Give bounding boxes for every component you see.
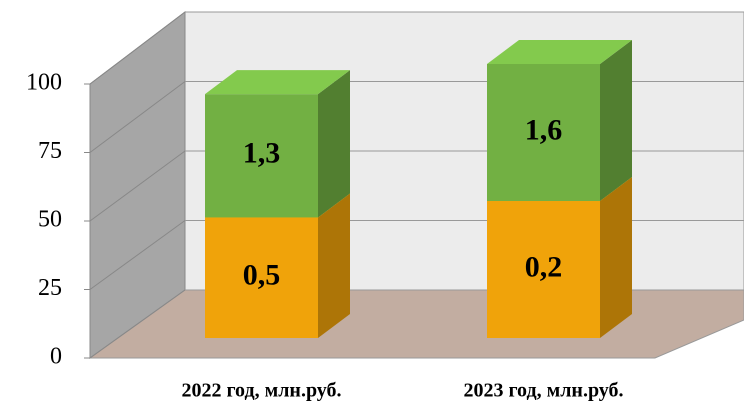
floor — [88, 289, 744, 359]
grid-line — [89, 150, 186, 222]
data-label: 0,5 — [243, 259, 281, 292]
bar — [205, 217, 318, 338]
grid-line — [89, 289, 186, 359]
bar-side — [318, 193, 350, 338]
bar — [205, 94, 318, 218]
bar — [487, 64, 600, 201]
y-tick-label: 75 — [38, 138, 62, 164]
y-tick-label: 25 — [38, 275, 62, 301]
grid-line — [89, 81, 186, 153]
y-tick-label: 50 — [38, 207, 62, 233]
bar-side — [600, 40, 632, 201]
bar-side — [318, 70, 350, 218]
data-label: 1,3 — [243, 137, 281, 170]
bar — [487, 201, 600, 338]
x-tick-label: 2023 год, млн.руб. — [463, 380, 623, 402]
grid-line — [89, 11, 186, 85]
grid-line — [89, 220, 186, 290]
data-label: 1,6 — [525, 113, 563, 146]
bar-top — [487, 40, 632, 64]
x-tick-label: 2022 год, млн.руб. — [181, 380, 341, 402]
data-label: 0,2 — [525, 250, 563, 283]
bar-side — [600, 177, 632, 338]
y-tick-label: 0 — [50, 344, 62, 370]
bar-top — [205, 70, 350, 95]
y-tick-label: 100 — [26, 70, 62, 96]
